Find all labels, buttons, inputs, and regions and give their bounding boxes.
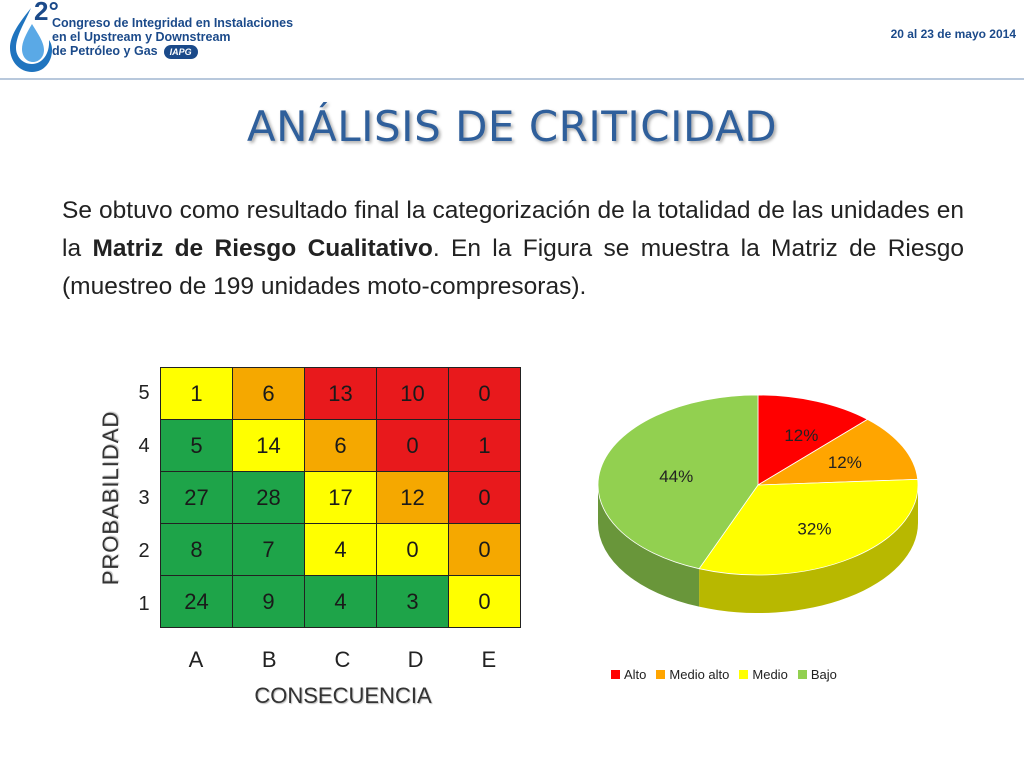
- matrix-row: 24 9 4 3 0: [160, 575, 521, 628]
- legend-swatch: [611, 670, 620, 679]
- header-divider: [0, 78, 1024, 80]
- pie-slice: [757, 394, 869, 486]
- pie-slice-side: [699, 485, 918, 613]
- row-label: 2: [138, 540, 150, 563]
- matrix-cell: 17: [304, 471, 377, 524]
- legend-label: Alto: [624, 667, 647, 682]
- legend-item: Bajo: [797, 667, 837, 682]
- slide-header: 2° Congreso de Integridad en Instalacion…: [0, 0, 1024, 80]
- matrix-cell: 6: [232, 367, 305, 420]
- paragraph-bold: Matriz de Riesgo Cualitativo: [92, 235, 433, 262]
- matrix-cell: 0: [448, 575, 521, 628]
- body-paragraph: Se obtuvo como resultado final la catego…: [62, 192, 964, 306]
- matrix-cell: 0: [448, 523, 521, 576]
- matrix-row: 27 28 17 12 0: [160, 471, 521, 524]
- pie-slice-label: 12%: [828, 453, 862, 472]
- matrix-cell: 5: [160, 419, 233, 472]
- matrix-cell: 0: [376, 419, 449, 472]
- paragraph-text-1: Se obtuvo como resultado final la catego…: [62, 197, 964, 262]
- column-label: D: [407, 647, 424, 672]
- pie-slice: [597, 394, 759, 570]
- matrix-cell: 1: [160, 367, 233, 420]
- legend-swatch: [739, 670, 749, 679]
- row-label: 3: [138, 487, 150, 510]
- matrix-cell: 1: [448, 419, 521, 472]
- matrix-cell: 8: [160, 523, 233, 576]
- conference-title-line: en el Upstream y Downstream: [52, 30, 231, 44]
- matrix-cell: 0: [448, 367, 521, 420]
- matrix-cell: 3: [376, 575, 449, 628]
- pie-slice-label: 32%: [797, 520, 831, 539]
- pie-slice-side: [598, 485, 700, 607]
- legend-label: Bajo: [810, 667, 837, 682]
- legend-label: Medio: [752, 667, 788, 682]
- row-label: 1: [138, 592, 150, 615]
- pie-slice: [757, 418, 919, 486]
- column-label: E: [481, 647, 497, 672]
- row-label: 5: [138, 382, 150, 404]
- column-label: C: [334, 647, 351, 672]
- column-label: A: [188, 647, 204, 672]
- legend-swatch: [656, 670, 666, 679]
- conference-date: 20 al 23 de mayo 2014: [890, 27, 1016, 41]
- risk-pie-chart: 12% 12% 32% 44%: [597, 394, 919, 613]
- matrix-cell: 4: [304, 523, 377, 576]
- y-axis-title: PROBABILIDAD: [96, 405, 126, 590]
- matrix-cell: 0: [376, 523, 449, 576]
- matrix-cell: 27: [160, 471, 233, 524]
- matrix-row: 5 14 6 0 1: [160, 419, 521, 472]
- legend-swatch: [797, 670, 807, 679]
- slide-title: ANÁLISIS DE CRITICIDAD: [246, 102, 778, 151]
- iapg-badge: IAPG: [163, 45, 198, 59]
- edition-number: 2°: [34, 0, 59, 26]
- matrix-cell: 9: [232, 575, 305, 628]
- matrix-cell: 7: [232, 523, 305, 576]
- matrix-cell: 28: [232, 471, 305, 524]
- conference-title: Congreso de Integridad en Instalaciones …: [52, 16, 293, 59]
- conference-title-line: Congreso de Integridad en Instalaciones: [52, 16, 294, 30]
- row-label: 4: [138, 434, 150, 457]
- y-axis-label: PROBABILIDAD: [98, 410, 123, 585]
- paragraph-text-2: . En la Figura se muestra la Matriz de R…: [62, 235, 964, 300]
- pie-slice-label: 44%: [659, 467, 693, 486]
- conference-logo-icon: [10, 8, 52, 72]
- matrix-row: 1 6 13 10 0: [160, 367, 521, 420]
- matrix-cell: 4: [304, 575, 377, 628]
- legend-item: Alto: [611, 667, 646, 682]
- risk-matrix: 1 6 13 10 0 5 14 6 0 1 27 28 17 12 0 8 7 4 0 0 24 9 4 3 0: [160, 367, 521, 628]
- matrix-cell: 24: [160, 575, 233, 628]
- legend-label: Medio alto: [669, 667, 730, 682]
- conference-title-line: de Petróleo y Gas: [52, 44, 158, 58]
- legend-item: Medio alto: [656, 667, 729, 682]
- pie-slice: [698, 478, 919, 576]
- matrix-cell: 14: [232, 419, 305, 472]
- matrix-cell: 0: [448, 471, 521, 524]
- matrix-cell: 6: [304, 419, 377, 472]
- matrix-cell: 10: [376, 367, 449, 420]
- x-axis-title: CONSECUENCIA: [254, 683, 432, 708]
- pie-slice-label: 12%: [784, 426, 818, 445]
- pie-legend: Alto Medio alto Medio Bajo: [611, 667, 837, 682]
- column-label: B: [261, 647, 277, 672]
- matrix-cell: 13: [304, 367, 377, 420]
- matrix-cell: 12: [376, 471, 449, 524]
- legend-item: Medio: [739, 667, 788, 682]
